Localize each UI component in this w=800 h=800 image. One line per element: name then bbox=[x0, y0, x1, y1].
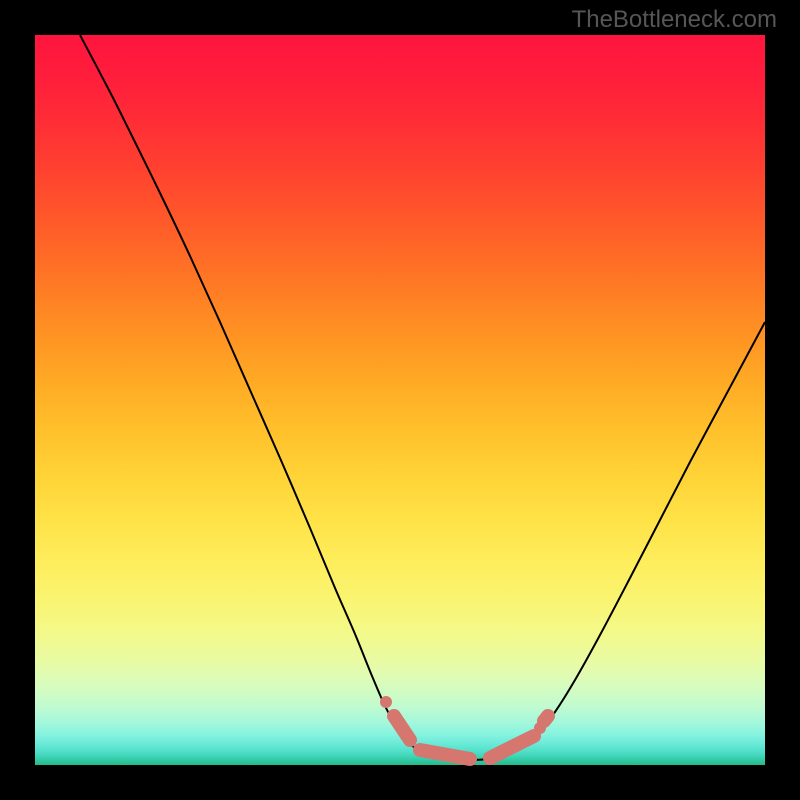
plot-background bbox=[35, 35, 765, 765]
highlight-segment bbox=[544, 716, 548, 721]
watermark-text: TheBottleneck.com bbox=[572, 6, 777, 34]
stage: TheBottleneck.com bbox=[0, 0, 800, 800]
highlight-dot bbox=[534, 722, 546, 734]
highlight-dot bbox=[380, 696, 392, 708]
bottleneck-chart bbox=[0, 0, 800, 800]
highlight-segment bbox=[420, 750, 470, 759]
